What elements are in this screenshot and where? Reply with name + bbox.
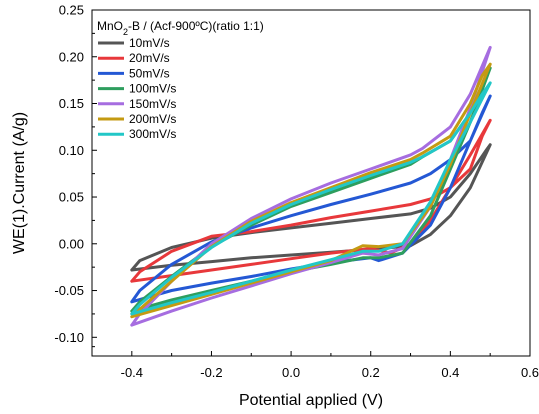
legend-label: 200mV/s — [129, 112, 176, 126]
legend-label: 150mV/s — [129, 97, 176, 111]
axes-layer: -0.4 -0.2 0.0 0.2 0.4 0.6 -0.10 -0.05 0.00 0.05 0.… — [54, 3, 539, 381]
x-tick-label: -0.2 — [200, 365, 222, 380]
series-line-20mvs — [130, 118, 492, 283]
legend-label: 20mV/s — [129, 51, 170, 65]
y-tick-label: 0.05 — [59, 190, 84, 205]
x-tick-label: 0.2 — [362, 365, 380, 380]
series-line-300mvs — [130, 81, 492, 316]
legend-label: 100mV/s — [129, 82, 176, 96]
series-line-150mvs — [130, 45, 492, 327]
legend-label: 50mV/s — [129, 66, 170, 80]
legend-title-subscript: 2 — [123, 27, 128, 37]
y-tick-label: 0.00 — [59, 236, 84, 251]
x-tick-label: 0.4 — [441, 365, 459, 380]
legend-label: 300mV/s — [129, 127, 176, 141]
legend: MnO2-B / (Acf-900ºC)(ratio 1:1) 10mV/s20… — [97, 19, 264, 141]
y-tick-label: 0.15 — [59, 96, 84, 111]
y-tick-label: -0.10 — [54, 330, 84, 345]
plot-frame — [91, 9, 531, 357]
y-tick-label: 0.25 — [59, 3, 84, 18]
legend-title-main: MnO — [97, 19, 123, 33]
y-tick-label: -0.05 — [54, 283, 84, 298]
series-line-200mvs — [130, 62, 492, 319]
series-layer — [130, 45, 492, 327]
legend-title: MnO2-B / (Acf-900ºC)(ratio 1:1) — [97, 19, 264, 37]
x-axis-title: Potential applied (V) — [239, 392, 383, 409]
series-line-10mvs — [130, 143, 492, 272]
y-axis-title: WE(1).Current (A/g) — [11, 112, 28, 254]
x-tick-label: -0.4 — [121, 365, 143, 380]
y-tick-label: 0.20 — [59, 49, 84, 64]
legend-title-rest: -B / (Acf-900ºC)(ratio 1:1) — [128, 19, 264, 33]
x-tick-label: 0.0 — [282, 365, 300, 380]
legend-label: 10mV/s — [129, 36, 170, 50]
y-tick-label: 0.10 — [59, 143, 84, 158]
x-tick-label: 0.6 — [521, 365, 539, 380]
